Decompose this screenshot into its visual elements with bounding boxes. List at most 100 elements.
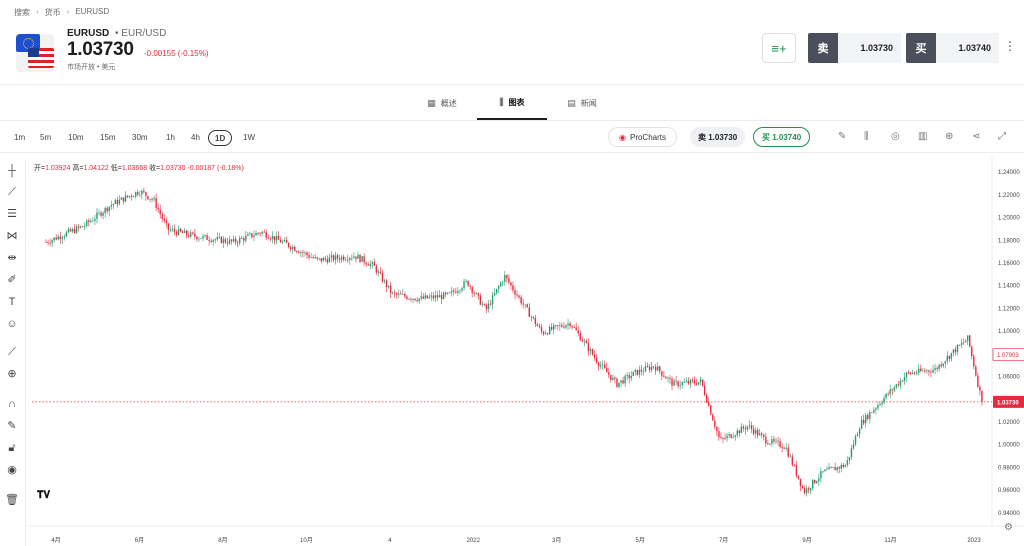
candle-body — [377, 271, 380, 273]
candle-body — [752, 428, 755, 434]
candle-body — [502, 281, 504, 283]
timeframe-5m[interactable]: 5m — [40, 133, 52, 142]
candle-body — [667, 377, 669, 379]
candle-body — [579, 333, 581, 341]
candle-body — [98, 212, 100, 214]
chart-type-icon[interactable]: ⫼ — [864, 131, 869, 142]
crosshair-icon[interactable]: ┼ — [8, 165, 16, 177]
candle-body — [934, 367, 936, 370]
candle-body — [357, 254, 359, 259]
candle-body — [155, 198, 157, 208]
add-to-watchlist-button[interactable]: ≡+ — [762, 33, 796, 63]
candle-body — [453, 290, 455, 292]
symbol-name: EURUSD — [67, 28, 110, 39]
timeframe-15m[interactable]: 15m — [100, 133, 116, 142]
lock-icon[interactable]: 🔓︎ — [8, 442, 16, 454]
candle-body — [106, 207, 108, 212]
sell-pill-button[interactable]: 卖 1.03730 — [690, 127, 746, 147]
candle-body — [683, 382, 685, 383]
breadcrumb-currency[interactable]: 货币 — [44, 8, 61, 17]
share-icon[interactable]: ⋖ — [972, 131, 981, 142]
zoom-in-icon[interactable]: ⊕ — [7, 368, 17, 380]
tab-overview[interactable]: ▦ 概述 — [427, 97, 457, 108]
buy-button[interactable]: 买 1.03740 — [906, 33, 999, 63]
fib-lines-icon[interactable]: ☰ — [7, 208, 17, 220]
candle-body — [522, 303, 524, 305]
candle-body — [899, 380, 902, 386]
currency-flag-icon — [16, 34, 54, 72]
procharts-button[interactable]: ◉ ProCharts — [608, 127, 677, 147]
more-options-icon[interactable]: ⋮ — [1004, 39, 1016, 53]
candle-body — [871, 412, 873, 414]
procharts-icon: ◉ — [619, 132, 626, 142]
time-tick-label: 4月 — [51, 537, 60, 544]
candle-body — [124, 195, 127, 202]
candle-body — [396, 293, 398, 295]
price-tick-label: 1.16000 — [998, 261, 1020, 267]
candle-body — [479, 295, 482, 305]
candle-body — [971, 346, 973, 356]
candle-body — [82, 226, 84, 228]
candle-body — [222, 239, 225, 244]
timeframe-1h[interactable]: 1h — [166, 133, 175, 142]
candle-body — [879, 404, 881, 406]
candle-body — [646, 366, 649, 368]
candle-body — [620, 380, 622, 383]
bar-chart-icon[interactable]: ▥ — [918, 131, 928, 142]
candle-body — [536, 324, 539, 326]
candle-body — [726, 435, 728, 439]
breadcrumb: 搜索 › 货币 › EURUSD — [14, 7, 109, 18]
candle-body — [69, 229, 72, 232]
candle-body — [194, 233, 196, 237]
candle-body — [230, 239, 233, 242]
candle-body — [742, 426, 745, 429]
ruler-icon[interactable]: ⟋ — [8, 346, 16, 358]
candle-body — [679, 385, 681, 387]
emoji-icon[interactable]: ☺ — [6, 318, 18, 330]
tab-chart[interactable]: ⫼ 图表 — [477, 86, 547, 120]
candle-body — [51, 240, 53, 244]
ranges-icon[interactable]: ⇹ — [7, 252, 17, 264]
candle-body — [73, 228, 76, 233]
magnet-icon[interactable]: ∩ — [8, 398, 16, 410]
timeframe-1d[interactable]: 1D — [208, 130, 233, 146]
indicator-icon[interactable]: ◎ — [891, 131, 900, 142]
candle-body — [606, 367, 608, 373]
text-icon[interactable]: T — [8, 296, 16, 308]
price-chart[interactable]: 1.24000 1.22000 1.20000 1.18000 1.16000 1.140… — [26, 156, 1024, 546]
trendline-icon[interactable]: ⟋ — [8, 186, 16, 198]
fullscreen-icon[interactable]: ⤢ — [998, 131, 1006, 142]
timeframe-10m[interactable]: 10m — [68, 133, 84, 142]
breadcrumb-search[interactable]: 搜索 — [14, 8, 30, 17]
candle-body — [918, 368, 920, 373]
candle-body — [487, 303, 490, 310]
buy-pill-button[interactable]: 买 1.03740 — [753, 127, 811, 147]
candle-body — [267, 237, 269, 239]
candle-body — [581, 340, 583, 342]
candle-body — [53, 237, 55, 241]
pattern-icon[interactable]: ⋈ — [6, 230, 18, 242]
timeframe-1w[interactable]: 1W — [243, 133, 255, 142]
trash-icon[interactable]: 🗑︎ — [5, 494, 19, 506]
candle-body — [701, 379, 704, 386]
timeframe-1m[interactable]: 1m — [14, 133, 26, 142]
candle-body — [387, 285, 390, 288]
add-circle-icon[interactable]: ⊕ — [945, 131, 954, 142]
candle-body — [640, 369, 643, 372]
candle-body — [506, 274, 508, 279]
candle-body — [546, 333, 549, 335]
candle-body — [271, 236, 274, 240]
lock-drawing-icon[interactable]: ✎ — [7, 420, 17, 432]
sell-button[interactable]: 卖 1.03730 — [808, 33, 901, 63]
candle-body — [838, 467, 840, 469]
eye-icon[interactable]: ◉ — [7, 464, 17, 476]
brush-icon[interactable]: ✐ — [7, 274, 17, 286]
chart-settings-gear-icon[interactable]: ⚙ — [1004, 522, 1013, 533]
draw-pencil-icon[interactable]: ✎ — [838, 131, 847, 142]
candle-body — [697, 382, 700, 385]
timeframe-30m[interactable]: 30m — [132, 133, 148, 142]
tab-news[interactable]: ▤ 新闻 — [567, 97, 597, 108]
timeframe-4h[interactable]: 4h — [191, 133, 200, 142]
candle-body — [159, 209, 161, 215]
candle-body — [298, 251, 300, 254]
